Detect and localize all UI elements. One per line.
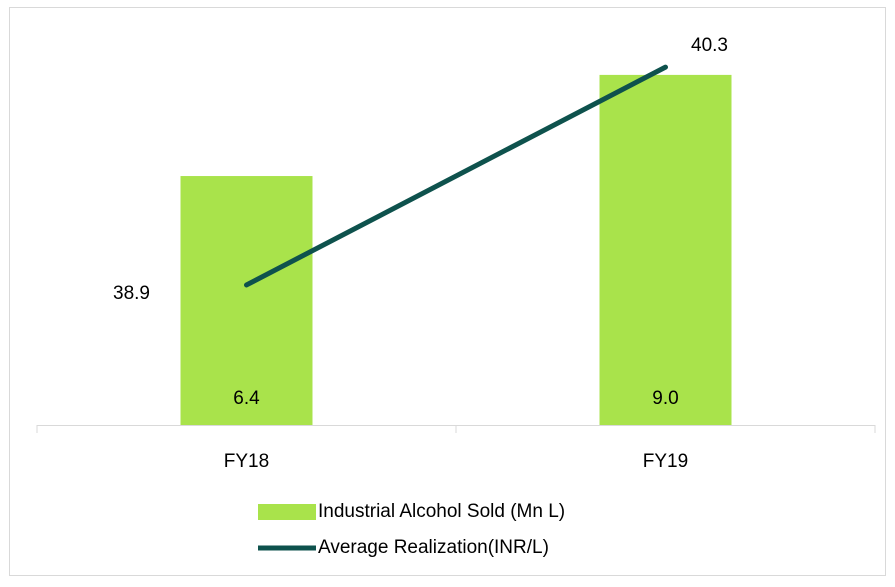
legend-label: Average Realization(INR/L) [318,537,549,558]
bar-value-label: 6.4 [233,388,260,409]
bar [599,74,732,426]
chart-border [9,7,886,576]
legend-swatch [258,504,316,520]
legend-label: Industrial Alcohol Sold (Mn L) [318,501,565,522]
x-tick-label: FY19 [643,451,688,472]
line-value-label: 38.9 [113,283,150,304]
line-value-label: 40.3 [691,35,728,56]
bar-value-label: 9.0 [652,388,678,409]
line [244,64,668,288]
bar [180,176,313,425]
x-tick-label: FY18 [224,451,269,472]
